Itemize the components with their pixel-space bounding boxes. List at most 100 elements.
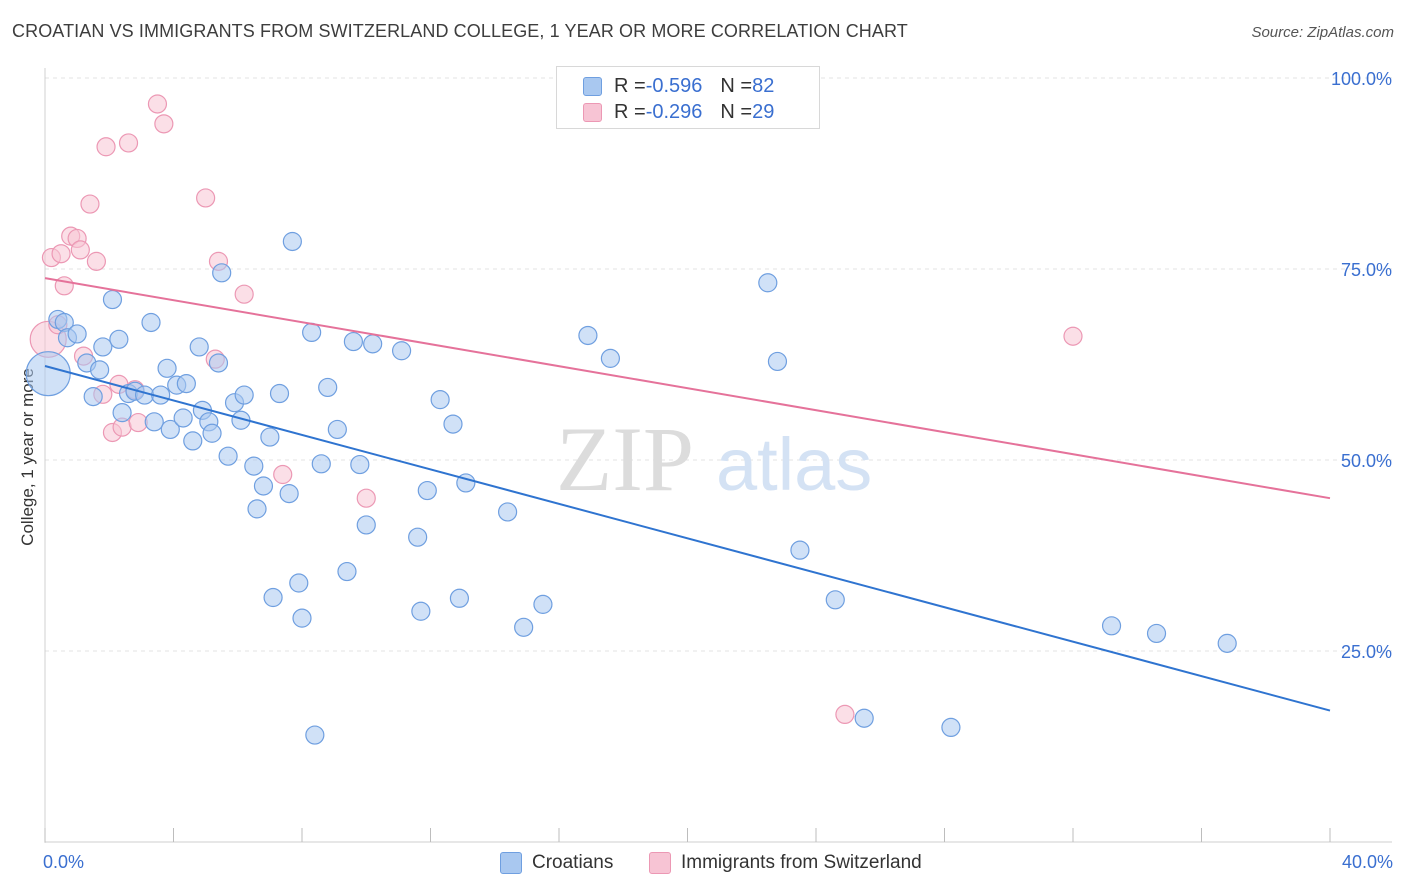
point-croatians bbox=[498, 502, 518, 522]
point-croatians bbox=[449, 588, 470, 608]
point-croatians bbox=[234, 385, 254, 405]
point-croatians bbox=[253, 476, 274, 496]
point-croatians bbox=[25, 351, 71, 397]
point-croatians bbox=[356, 515, 376, 535]
legend-r-label: R = bbox=[614, 74, 646, 97]
point-croatians bbox=[411, 601, 431, 621]
point-switzerland bbox=[835, 704, 855, 725]
point-switzerland bbox=[147, 94, 168, 114]
correlation-legend: R = -0.596 N = 82 R = -0.296 N = 29 bbox=[556, 66, 820, 129]
legend-swatch-croatians bbox=[500, 852, 522, 874]
point-croatians bbox=[327, 419, 347, 440]
watermark-atlas: atlas bbox=[716, 423, 872, 506]
point-switzerland bbox=[273, 464, 293, 485]
x-tick-label-max: 40.0% bbox=[1341, 852, 1393, 872]
trendlines bbox=[44, 277, 1331, 712]
point-croatians bbox=[176, 374, 196, 394]
y-tick-label-100: 100.0% bbox=[1331, 69, 1392, 89]
point-switzerland bbox=[80, 194, 100, 214]
axes bbox=[44, 68, 1392, 843]
point-croatians bbox=[93, 337, 113, 357]
point-croatians bbox=[173, 408, 193, 428]
point-switzerland bbox=[154, 114, 174, 134]
point-croatians bbox=[202, 423, 222, 443]
y-tick-labels: 25.0% 50.0% 75.0% 100.0% bbox=[1331, 69, 1392, 662]
point-croatians bbox=[758, 273, 778, 293]
point-croatians bbox=[212, 263, 232, 283]
point-croatians bbox=[208, 353, 229, 373]
point-croatians bbox=[1101, 616, 1122, 636]
point-switzerland bbox=[118, 133, 139, 153]
legend-item-switzerland[interactable]: Immigrants from Switzerland bbox=[649, 852, 922, 874]
y-tick-label-50: 50.0% bbox=[1341, 451, 1392, 471]
point-croatians bbox=[160, 419, 180, 440]
point-croatians bbox=[144, 412, 164, 432]
legend-label-switzerland: Immigrants from Switzerland bbox=[681, 852, 922, 873]
legend-r-value: -0.596 bbox=[645, 74, 703, 97]
x-tick-label-min: 0.0% bbox=[43, 852, 85, 872]
legend-n-label: N = bbox=[720, 100, 753, 123]
series-switzerland-points bbox=[29, 94, 1083, 725]
point-switzerland bbox=[1063, 326, 1083, 346]
point-croatians bbox=[408, 527, 428, 547]
legend-r-label: R = bbox=[614, 100, 646, 123]
point-croatians bbox=[109, 329, 129, 349]
point-switzerland bbox=[128, 412, 148, 433]
legend-n-label: N = bbox=[720, 74, 753, 97]
legend-r-value: -0.296 bbox=[645, 100, 703, 123]
legend-label-croatians: Croatians bbox=[532, 852, 614, 873]
point-croatians bbox=[443, 414, 463, 434]
point-croatians bbox=[600, 348, 621, 368]
point-croatians bbox=[247, 499, 267, 519]
point-croatians bbox=[189, 337, 209, 357]
legend-swatch-switzerland bbox=[649, 852, 671, 874]
point-croatians bbox=[279, 484, 299, 504]
point-croatians bbox=[343, 331, 363, 352]
point-croatians bbox=[1217, 633, 1237, 653]
point-croatians bbox=[269, 383, 290, 404]
point-croatians bbox=[282, 231, 302, 252]
point-croatians bbox=[141, 312, 161, 333]
series-legend: Croatians Immigrants from Switzerland bbox=[0, 852, 1406, 878]
point-croatians bbox=[67, 324, 87, 344]
point-switzerland bbox=[51, 244, 71, 264]
legend-n-value: 82 bbox=[752, 74, 775, 97]
point-croatians bbox=[102, 289, 123, 310]
point-croatians bbox=[218, 446, 238, 466]
point-croatians bbox=[578, 325, 598, 346]
point-croatians bbox=[263, 587, 283, 608]
point-croatians bbox=[260, 427, 280, 447]
legend-swatch-switzerland bbox=[583, 102, 602, 122]
point-croatians bbox=[430, 390, 450, 410]
point-croatians bbox=[305, 725, 325, 745]
chart-title: CROATIAN VS IMMIGRANTS FROM SWITZERLAND … bbox=[12, 21, 908, 41]
point-croatians bbox=[825, 590, 845, 610]
point-croatians bbox=[391, 341, 412, 361]
trendline-switzerland bbox=[44, 277, 1331, 500]
point-croatians bbox=[417, 480, 437, 501]
point-croatians bbox=[90, 360, 110, 380]
legend-row-switzerland: R = -0.296 N = 29 bbox=[583, 100, 774, 124]
point-croatians bbox=[311, 454, 331, 474]
point-switzerland bbox=[70, 240, 90, 260]
point-switzerland bbox=[234, 284, 254, 304]
legend-n-value: 29 bbox=[752, 100, 775, 123]
point-croatians bbox=[790, 540, 810, 560]
legend-item-croatians[interactable]: Croatians bbox=[500, 852, 613, 874]
point-croatians bbox=[533, 594, 553, 614]
point-croatians bbox=[83, 386, 103, 407]
point-croatians bbox=[363, 334, 383, 354]
watermark-zip: ZIP bbox=[556, 408, 694, 510]
point-croatians bbox=[244, 456, 264, 476]
trendline-croatians bbox=[44, 365, 1331, 712]
point-croatians bbox=[337, 561, 357, 582]
watermark: ZIP atlas bbox=[556, 408, 872, 510]
point-croatians bbox=[183, 431, 203, 451]
series-croatians-points bbox=[25, 231, 1237, 745]
legend-row-croatians: R = -0.596 N = 82 bbox=[583, 74, 774, 98]
point-croatians bbox=[289, 573, 309, 593]
gridlines bbox=[45, 77, 1392, 652]
point-switzerland bbox=[196, 188, 216, 208]
point-croatians bbox=[292, 608, 312, 628]
